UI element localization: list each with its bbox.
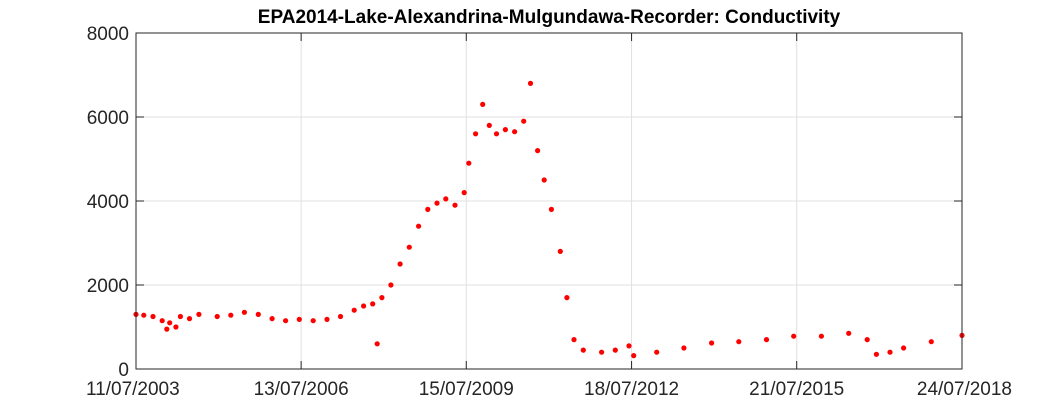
- data-point: [763, 337, 770, 343]
- data-point: [818, 333, 825, 339]
- data-points: [133, 80, 965, 359]
- data-point: [361, 303, 367, 309]
- data-point: [406, 244, 412, 250]
- chart-title: EPA2014-Lake-Alexandrina-Mulgundawa-Reco…: [258, 7, 841, 28]
- data-point: [901, 345, 907, 351]
- y-tick-label: 8000: [87, 24, 129, 45]
- data-point: [631, 353, 637, 359]
- x-tick-label: 24/07/2018: [917, 379, 1012, 400]
- x-tick-label: 13/07/2006: [254, 379, 349, 400]
- y-tick-label: 0: [118, 360, 129, 381]
- data-point: [186, 316, 193, 322]
- data-point: [269, 316, 275, 322]
- data-point: [388, 282, 394, 288]
- data-point: [626, 343, 632, 349]
- data-point: [564, 295, 570, 301]
- y-axis-ticks: 0 2000 4000 6000 8000: [87, 24, 962, 381]
- data-point: [337, 313, 344, 320]
- data-point: [527, 80, 534, 86]
- data-point: [416, 223, 422, 229]
- data-point: [196, 311, 202, 317]
- data-point: [580, 347, 586, 353]
- data-point: [612, 347, 618, 353]
- data-point: [864, 337, 870, 343]
- data-point: [141, 312, 147, 318]
- data-point: [310, 318, 316, 324]
- data-point: [177, 313, 183, 320]
- x-tick-label: 15/07/2009: [419, 379, 514, 400]
- data-point: [791, 333, 797, 339]
- data-point: [461, 190, 467, 196]
- data-point: [473, 131, 479, 137]
- data-point: [846, 330, 852, 336]
- data-point: [434, 200, 440, 206]
- data-point: [654, 349, 660, 355]
- data-point: [541, 177, 547, 183]
- data-point: [324, 316, 330, 322]
- data-point: [452, 202, 458, 208]
- data-point: [887, 349, 893, 355]
- x-tick-label: 21/07/2015: [749, 379, 844, 400]
- data-point: [296, 316, 302, 322]
- x-tick-label: 18/07/2012: [584, 379, 679, 400]
- data-point: [571, 337, 577, 343]
- data-point: [466, 160, 472, 166]
- data-point: [557, 248, 563, 254]
- data-point: [167, 320, 173, 326]
- data-point: [535, 148, 541, 154]
- y-tick-label: 2000: [87, 276, 129, 297]
- data-point: [241, 309, 247, 315]
- data-point: [370, 301, 376, 307]
- data-point: [928, 339, 934, 345]
- data-point: [486, 122, 492, 128]
- data-point: [681, 345, 687, 351]
- data-point: [255, 311, 261, 317]
- data-point: [228, 312, 234, 318]
- data-point: [379, 295, 385, 301]
- x-axis-ticks: 11/07/2003 13/07/2006 15/07/2009 18/07/2012…: [86, 33, 1012, 400]
- data-point: [374, 341, 380, 347]
- data-point: [548, 206, 555, 212]
- data-point: [511, 129, 518, 135]
- data-point: [425, 206, 431, 212]
- data-point: [150, 313, 156, 320]
- data-point: [480, 101, 486, 107]
- data-point: [283, 318, 289, 324]
- y-tick-label: 6000: [87, 108, 129, 129]
- data-point: [173, 324, 179, 330]
- data-point: [521, 118, 527, 124]
- data-point: [736, 339, 742, 345]
- data-point: [599, 349, 605, 355]
- y-tick-label: 4000: [87, 192, 129, 213]
- data-point: [397, 261, 403, 267]
- data-point: [873, 351, 880, 357]
- data-point: [443, 196, 449, 202]
- data-point: [502, 127, 508, 133]
- data-point: [164, 326, 170, 332]
- data-point: [214, 313, 220, 320]
- data-point: [709, 340, 715, 346]
- data-point: [351, 307, 357, 313]
- x-tick-label: 11/07/2003: [86, 379, 180, 400]
- data-point: [493, 131, 500, 137]
- data-point: [159, 318, 165, 324]
